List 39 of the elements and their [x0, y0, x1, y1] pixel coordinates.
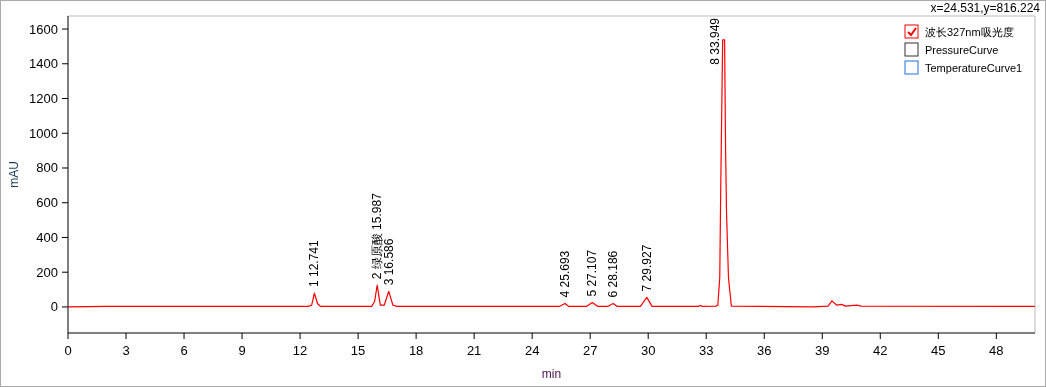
- legend-label: 波长327nm吸光度: [925, 26, 1014, 38]
- x-tick-label: 6: [180, 343, 188, 358]
- annotation: 7 29.927: [639, 244, 654, 292]
- annotation: 1 12.741: [307, 240, 322, 288]
- x-tick-label: 45: [931, 343, 946, 358]
- x-tick-label: 27: [582, 343, 598, 358]
- y-tick-label: 1600: [29, 21, 58, 37]
- x-tick-label: 48: [989, 343, 1004, 358]
- y-tick-label: 0: [50, 299, 58, 315]
- x-tick-label: 0: [64, 343, 72, 358]
- y-tick-label: 1400: [29, 56, 58, 72]
- annotation: 2 绿原酸 15.987: [370, 192, 385, 280]
- y-tick-label: 400: [36, 229, 58, 245]
- x-tick-label: 30: [640, 343, 656, 358]
- legend-label: PressureCurve: [925, 44, 999, 56]
- x-tick-label: 33: [698, 343, 714, 358]
- x-tick-label: 24: [524, 343, 540, 358]
- x-tick-label: 15: [350, 343, 366, 358]
- annotation: 6 28.186: [606, 250, 621, 298]
- y-tick-label: 600: [36, 195, 58, 211]
- y-tick-label: 1200: [29, 91, 58, 107]
- x-tick-label: 12: [292, 343, 308, 358]
- x-tick-label: 21: [466, 343, 482, 358]
- annotation: 4 25.693: [557, 250, 572, 298]
- x-tick-label: 36: [757, 343, 772, 358]
- x-tick-label: 18: [408, 343, 424, 358]
- x-tick-label: 3: [122, 343, 130, 358]
- annotation: 5 27.107: [585, 249, 600, 297]
- y-tick-label: 1000: [29, 125, 58, 141]
- x-tick-label: 39: [815, 343, 830, 358]
- x-tick-label: 42: [873, 343, 888, 358]
- x-tick-label: 9: [238, 343, 246, 358]
- y-axis-title: mAU: [7, 161, 21, 188]
- text: x=24.531,y=816.224: [930, 1, 1041, 15]
- annotation: 8 33.949: [707, 17, 722, 65]
- x-axis-title: min: [541, 367, 562, 381]
- legend-label: TemperatureCurve1: [925, 62, 1023, 74]
- y-tick-label: 200: [36, 264, 58, 280]
- y-tick-label: 800: [36, 160, 58, 176]
